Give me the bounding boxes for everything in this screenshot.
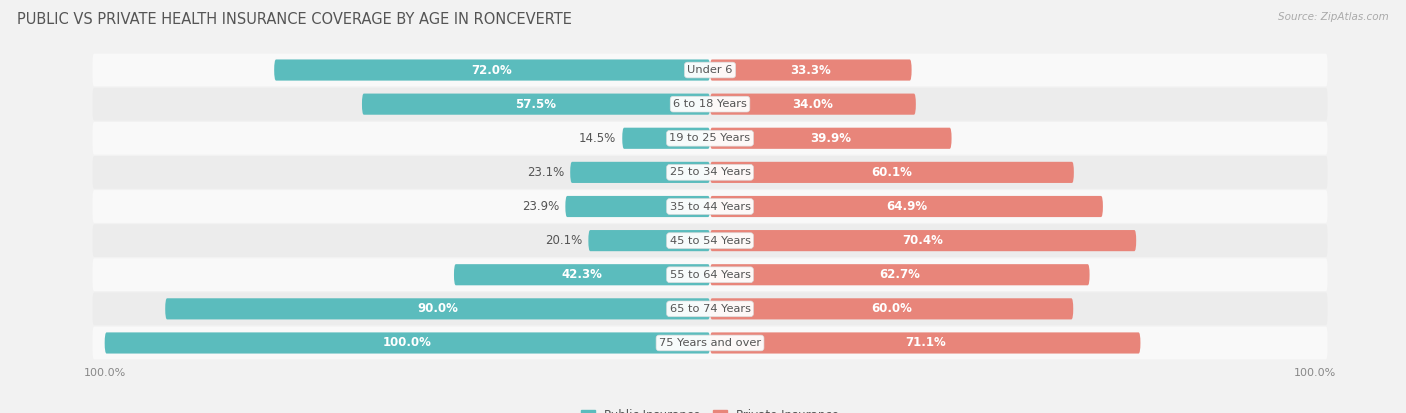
FancyBboxPatch shape bbox=[93, 88, 1327, 121]
Text: 34.0%: 34.0% bbox=[793, 97, 834, 111]
Text: Source: ZipAtlas.com: Source: ZipAtlas.com bbox=[1278, 12, 1389, 22]
Text: 14.5%: 14.5% bbox=[579, 132, 616, 145]
Text: 33.3%: 33.3% bbox=[790, 64, 831, 76]
FancyBboxPatch shape bbox=[93, 122, 1327, 154]
FancyBboxPatch shape bbox=[93, 190, 1327, 223]
FancyBboxPatch shape bbox=[93, 327, 1327, 359]
FancyBboxPatch shape bbox=[710, 196, 1102, 217]
Text: PUBLIC VS PRIVATE HEALTH INSURANCE COVERAGE BY AGE IN RONCEVERTE: PUBLIC VS PRIVATE HEALTH INSURANCE COVER… bbox=[17, 12, 572, 27]
FancyBboxPatch shape bbox=[166, 298, 710, 319]
Text: 20.1%: 20.1% bbox=[546, 234, 582, 247]
Text: 65 to 74 Years: 65 to 74 Years bbox=[669, 304, 751, 314]
Text: Under 6: Under 6 bbox=[688, 65, 733, 75]
Text: 62.7%: 62.7% bbox=[879, 268, 921, 281]
Text: 19 to 25 Years: 19 to 25 Years bbox=[669, 133, 751, 143]
FancyBboxPatch shape bbox=[93, 292, 1327, 325]
Text: 64.9%: 64.9% bbox=[886, 200, 927, 213]
FancyBboxPatch shape bbox=[710, 298, 1073, 319]
Text: 55 to 64 Years: 55 to 64 Years bbox=[669, 270, 751, 280]
Text: 100.0%: 100.0% bbox=[382, 337, 432, 349]
FancyBboxPatch shape bbox=[93, 54, 1327, 86]
Text: 45 to 54 Years: 45 to 54 Years bbox=[669, 236, 751, 246]
Text: 42.3%: 42.3% bbox=[561, 268, 602, 281]
Legend: Public Insurance, Private Insurance: Public Insurance, Private Insurance bbox=[576, 404, 844, 413]
FancyBboxPatch shape bbox=[710, 264, 1090, 285]
FancyBboxPatch shape bbox=[710, 94, 915, 115]
FancyBboxPatch shape bbox=[565, 196, 710, 217]
Text: 70.4%: 70.4% bbox=[903, 234, 943, 247]
Text: 75 Years and over: 75 Years and over bbox=[659, 338, 761, 348]
FancyBboxPatch shape bbox=[588, 230, 710, 251]
FancyBboxPatch shape bbox=[710, 162, 1074, 183]
Text: 60.1%: 60.1% bbox=[872, 166, 912, 179]
Text: 39.9%: 39.9% bbox=[810, 132, 851, 145]
Text: 90.0%: 90.0% bbox=[418, 302, 458, 316]
FancyBboxPatch shape bbox=[104, 332, 710, 354]
FancyBboxPatch shape bbox=[710, 128, 952, 149]
Text: 35 to 44 Years: 35 to 44 Years bbox=[669, 202, 751, 211]
Text: 23.1%: 23.1% bbox=[527, 166, 564, 179]
FancyBboxPatch shape bbox=[93, 156, 1327, 189]
FancyBboxPatch shape bbox=[710, 332, 1140, 354]
FancyBboxPatch shape bbox=[93, 259, 1327, 291]
Text: 57.5%: 57.5% bbox=[516, 97, 557, 111]
Text: 71.1%: 71.1% bbox=[905, 337, 946, 349]
FancyBboxPatch shape bbox=[623, 128, 710, 149]
Text: 23.9%: 23.9% bbox=[522, 200, 560, 213]
Text: 6 to 18 Years: 6 to 18 Years bbox=[673, 99, 747, 109]
FancyBboxPatch shape bbox=[454, 264, 710, 285]
Text: 72.0%: 72.0% bbox=[472, 64, 512, 76]
FancyBboxPatch shape bbox=[274, 59, 710, 81]
FancyBboxPatch shape bbox=[361, 94, 710, 115]
FancyBboxPatch shape bbox=[571, 162, 710, 183]
FancyBboxPatch shape bbox=[710, 59, 911, 81]
FancyBboxPatch shape bbox=[710, 230, 1136, 251]
FancyBboxPatch shape bbox=[93, 224, 1327, 257]
Text: 60.0%: 60.0% bbox=[872, 302, 912, 316]
Text: 25 to 34 Years: 25 to 34 Years bbox=[669, 167, 751, 177]
